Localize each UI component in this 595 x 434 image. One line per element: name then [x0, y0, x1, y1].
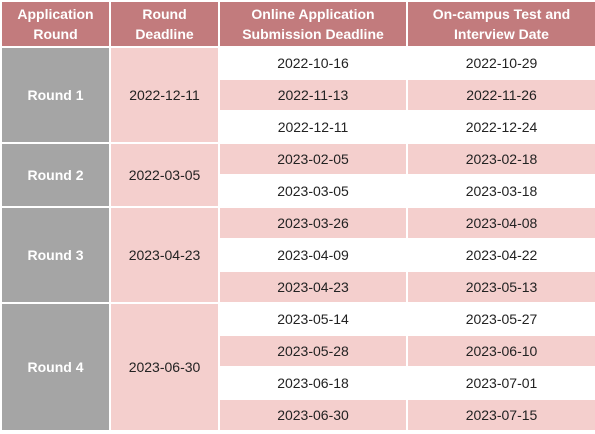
round-deadline: 2022-12-11: [111, 48, 218, 142]
interview-date-cell: 2023-04-22: [408, 240, 595, 270]
interview-date-cell: 2022-12-24: [408, 112, 595, 142]
round-deadline: 2022-03-05: [111, 144, 218, 206]
interview-date-cell: 2023-04-08: [408, 208, 595, 238]
table-row: 2023-04-23 2023-05-13: [2, 272, 595, 302]
submission-deadline-cell: 2023-04-23: [220, 272, 406, 302]
interview-date-cell: 2023-03-18: [408, 176, 595, 206]
header-online-submission-deadline: Online Application Submission Deadline: [220, 2, 406, 46]
interview-date-cell: 2023-05-27: [408, 304, 595, 334]
interview-date-cell: 2022-10-29: [408, 48, 595, 78]
submission-deadline-cell: 2022-11-13: [220, 80, 406, 110]
submission-deadline-cell: 2022-12-11: [220, 112, 406, 142]
interview-date-cell: 2023-02-18: [408, 144, 595, 174]
header-test-interview-date: On-campus Test and Interview Date: [408, 2, 595, 46]
table-row: Round 3 2023-04-23 2023-03-26 2023-04-08: [2, 208, 595, 302]
interview-date-cell: 2023-06-10: [408, 336, 595, 366]
table-row: Round 4 2023-06-30 2023-05-14 2023-05-27: [2, 304, 595, 430]
table-row: Round 2 2022-03-05 2023-02-05 2023-02-18: [2, 144, 595, 206]
table-row: 2023-06-30 2023-07-15: [2, 400, 595, 430]
round-deadline: 2023-04-23: [111, 208, 218, 302]
interview-date-cell: 2022-11-26: [408, 80, 595, 110]
submission-deadline-cell: 2023-03-26: [220, 208, 406, 238]
submission-deadline-cell: 2023-05-28: [220, 336, 406, 366]
round-label: Round 3: [2, 208, 109, 302]
table-row: 2023-03-05 2023-03-18: [2, 176, 595, 206]
header-application-round: Application Round: [2, 2, 109, 46]
round-label: Round 2: [2, 144, 109, 206]
table-row: 2023-06-18 2023-07-01: [2, 368, 595, 398]
table-row: Round 1 2022-12-11 2022-10-16 2022-10-29: [2, 48, 595, 142]
round-deadline: 2023-06-30: [111, 304, 218, 430]
table-row: 2023-04-09 2023-04-22: [2, 240, 595, 270]
round-label: Round 4: [2, 304, 109, 430]
interview-date-cell: 2023-07-15: [408, 400, 595, 430]
submission-deadline-cell: 2023-04-09: [220, 240, 406, 270]
interview-date-cell: 2023-05-13: [408, 272, 595, 302]
submission-deadline-cell: 2023-05-14: [220, 304, 406, 334]
submission-deadline-cell: 2023-03-05: [220, 176, 406, 206]
table-row: 2022-12-11 2022-12-24: [2, 112, 595, 142]
header-row: Application Round Round Deadline Online Ap…: [2, 2, 595, 46]
header-round-deadline: Round Deadline: [111, 2, 218, 46]
round-label: Round 1: [2, 48, 109, 142]
table-row: 2023-05-28 2023-06-10: [2, 336, 595, 366]
interview-date-cell: 2023-07-01: [408, 368, 595, 398]
submission-deadline-cell: 2023-06-18: [220, 368, 406, 398]
submission-deadline-cell: 2023-06-30: [220, 400, 406, 430]
submission-deadline-cell: 2023-02-05: [220, 144, 406, 174]
submission-deadline-cell: 2022-10-16: [220, 48, 406, 78]
table-row: 2022-11-13 2022-11-26: [2, 80, 595, 110]
